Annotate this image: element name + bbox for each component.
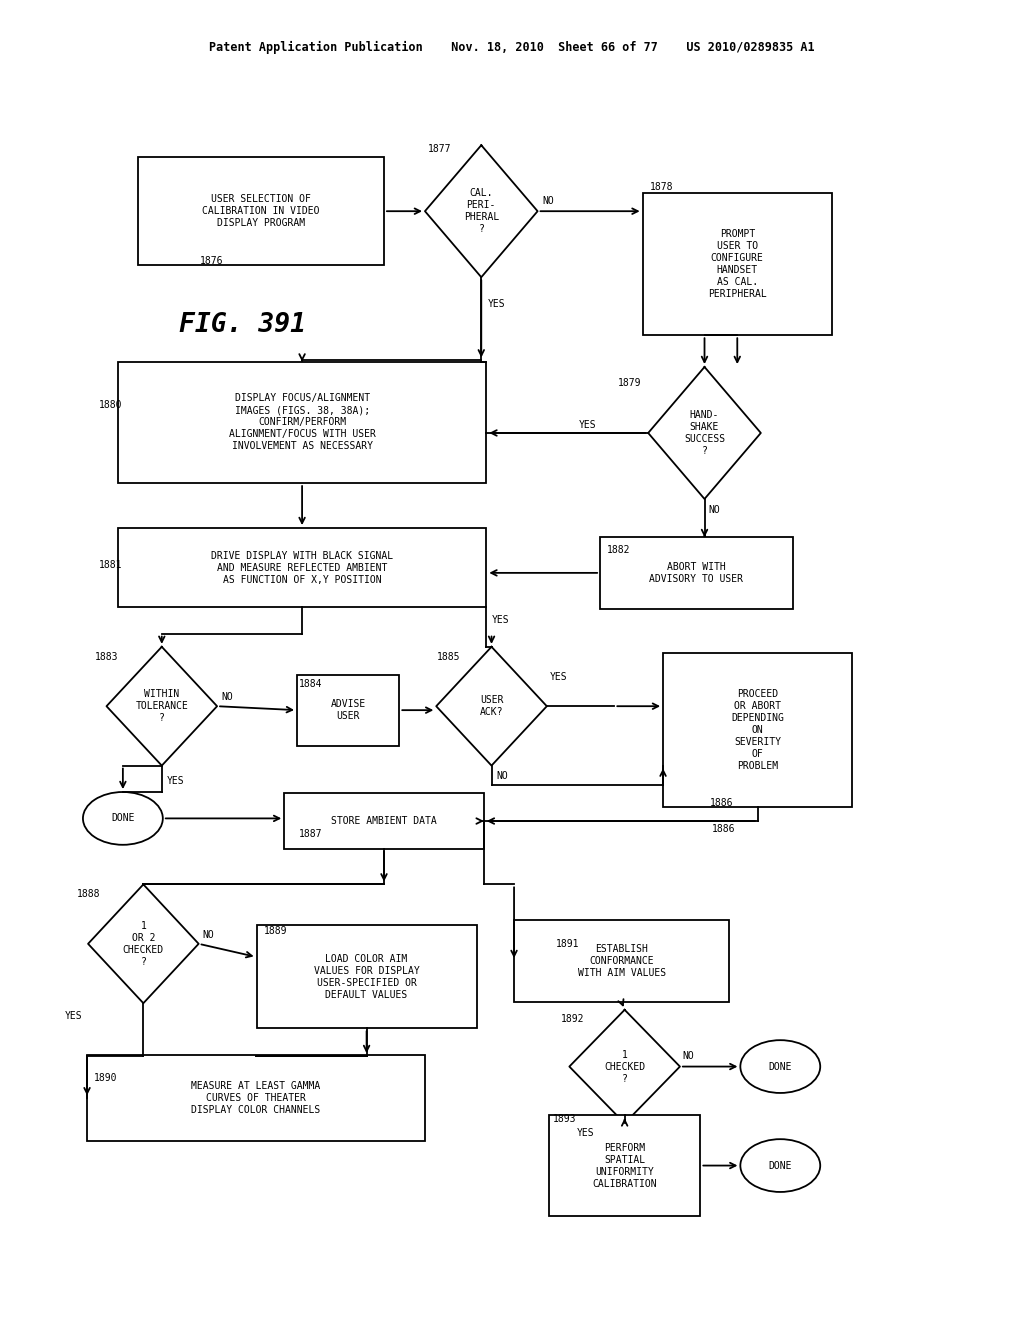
Text: DONE: DONE [769,1160,792,1171]
Text: 1888: 1888 [77,888,100,899]
FancyBboxPatch shape [549,1115,700,1216]
Text: LOAD COLOR AIM
VALUES FOR DISPLAY
USER-SPECIFIED OR
DEFAULT VALUES: LOAD COLOR AIM VALUES FOR DISPLAY USER-S… [313,954,420,999]
FancyBboxPatch shape [600,536,793,610]
Text: 1892: 1892 [561,1014,585,1024]
Text: PERFORM
SPATIAL
UNIFORMITY
CALIBRATION: PERFORM SPATIAL UNIFORMITY CALIBRATION [592,1143,657,1188]
Text: PROCEED
OR ABORT
DEPENDING
ON
SEVERITY
OF
PROBLEM: PROCEED OR ABORT DEPENDING ON SEVERITY O… [731,689,784,771]
Text: 1880: 1880 [99,400,123,411]
FancyBboxPatch shape [138,157,384,265]
Text: WITHIN
TOLERANCE
?: WITHIN TOLERANCE ? [135,689,188,723]
FancyBboxPatch shape [297,675,399,746]
FancyBboxPatch shape [284,793,483,849]
Text: ESTABLISH
CONFORMANCE
WITH AIM VALUES: ESTABLISH CONFORMANCE WITH AIM VALUES [578,944,666,978]
Ellipse shape [740,1139,820,1192]
Text: USER SELECTION OF
CALIBRATION IN VIDEO
DISPLAY PROGRAM: USER SELECTION OF CALIBRATION IN VIDEO D… [203,194,319,228]
Text: DISPLAY FOCUS/ALIGNMENT
IMAGES (FIGS. 38, 38A);
CONFIRM/PERFORM
ALIGNMENT/FOCUS : DISPLAY FOCUS/ALIGNMENT IMAGES (FIGS. 38… [228,393,376,451]
Text: NO: NO [497,771,508,781]
Text: YES: YES [487,298,505,309]
Text: 1891: 1891 [556,939,580,949]
Text: 1877: 1877 [428,144,452,154]
Text: NO: NO [682,1051,693,1061]
FancyBboxPatch shape [514,920,729,1002]
Text: DONE: DONE [112,813,134,824]
Text: 1890: 1890 [94,1073,118,1084]
Text: HAND-
SHAKE
SUCCESS
?: HAND- SHAKE SUCCESS ? [684,411,725,455]
Text: USER
ACK?: USER ACK? [480,696,503,717]
Polygon shape [569,1010,680,1123]
Text: 1883: 1883 [95,652,119,663]
Text: NO: NO [543,195,554,206]
Text: STORE AMBIENT DATA: STORE AMBIENT DATA [331,816,437,826]
Text: NO: NO [203,929,214,940]
FancyBboxPatch shape [256,925,477,1028]
Polygon shape [436,647,547,766]
FancyBboxPatch shape [643,193,831,335]
Polygon shape [88,884,199,1003]
Text: PROMPT
USER TO
CONFIGURE
HANDSET
AS CAL.
PERIPHERAL: PROMPT USER TO CONFIGURE HANDSET AS CAL.… [708,228,767,300]
Text: ABORT WITH
ADVISORY TO USER: ABORT WITH ADVISORY TO USER [649,562,743,583]
Text: 1
OR 2
CHECKED
?: 1 OR 2 CHECKED ? [123,921,164,966]
Text: 1881: 1881 [99,560,123,570]
Text: CAL.
PERI-
PHERAL
?: CAL. PERI- PHERAL ? [464,189,499,234]
Text: 1893: 1893 [553,1114,577,1125]
Text: YES: YES [550,672,567,682]
Polygon shape [425,145,538,277]
Text: 1886: 1886 [712,824,735,834]
Text: MEASURE AT LEAST GAMMA
CURVES OF THEATER
DISPLAY COLOR CHANNELS: MEASURE AT LEAST GAMMA CURVES OF THEATER… [191,1081,321,1115]
Text: YES: YES [492,615,509,626]
Text: YES: YES [65,1011,82,1022]
Polygon shape [648,367,761,499]
Ellipse shape [83,792,163,845]
Text: 1884: 1884 [299,678,323,689]
Polygon shape [106,647,217,766]
Text: YES: YES [167,776,184,787]
Text: 1887: 1887 [299,829,323,840]
FancyBboxPatch shape [664,653,852,807]
Text: 1876: 1876 [200,256,223,267]
Text: FIG. 391: FIG. 391 [179,312,306,338]
Ellipse shape [740,1040,820,1093]
Text: DRIVE DISPLAY WITH BLACK SIGNAL
AND MEASURE REFLECTED AMBIENT
AS FUNCTION OF X,Y: DRIVE DISPLAY WITH BLACK SIGNAL AND MEAS… [211,550,393,585]
FancyBboxPatch shape [118,362,486,483]
Text: NO: NO [221,692,232,702]
Text: 1879: 1879 [617,378,641,388]
Text: DONE: DONE [769,1061,792,1072]
FancyBboxPatch shape [118,528,486,607]
Text: 1885: 1885 [437,652,461,663]
Text: 1889: 1889 [264,925,288,936]
Text: YES: YES [577,1127,594,1138]
Text: NO: NO [709,504,720,515]
Text: 1
CHECKED
?: 1 CHECKED ? [604,1049,645,1084]
FancyBboxPatch shape [87,1056,425,1140]
Text: Patent Application Publication    Nov. 18, 2010  Sheet 66 of 77    US 2010/02898: Patent Application Publication Nov. 18, … [209,41,815,54]
Text: 1886: 1886 [710,797,733,808]
Text: ADVISE
USER: ADVISE USER [331,700,366,721]
Text: 1882: 1882 [607,545,631,556]
Text: 1878: 1878 [650,182,674,193]
Text: YES: YES [579,420,596,430]
